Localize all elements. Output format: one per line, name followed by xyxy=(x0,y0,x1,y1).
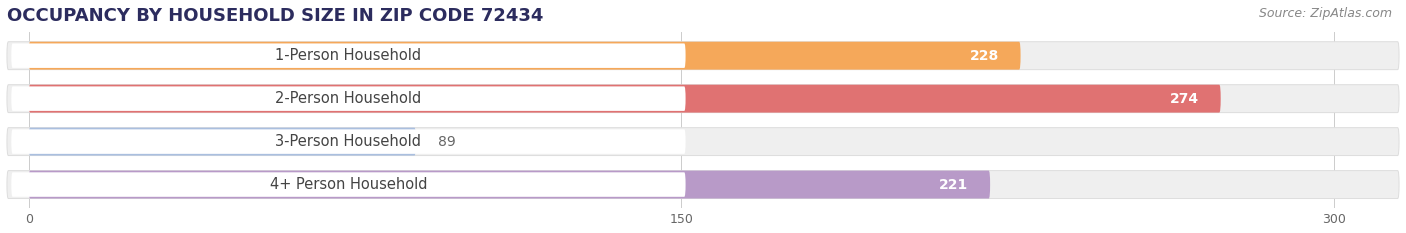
Text: 2-Person Household: 2-Person Household xyxy=(276,91,422,106)
FancyBboxPatch shape xyxy=(28,128,416,156)
FancyBboxPatch shape xyxy=(7,128,1399,156)
Text: 1-Person Household: 1-Person Household xyxy=(276,48,422,63)
FancyBboxPatch shape xyxy=(11,172,686,197)
FancyBboxPatch shape xyxy=(28,85,1220,113)
Text: 89: 89 xyxy=(437,135,456,149)
FancyBboxPatch shape xyxy=(7,171,1399,199)
FancyBboxPatch shape xyxy=(11,43,686,68)
FancyBboxPatch shape xyxy=(11,129,686,154)
Text: Source: ZipAtlas.com: Source: ZipAtlas.com xyxy=(1258,7,1392,20)
FancyBboxPatch shape xyxy=(28,171,990,199)
Text: 274: 274 xyxy=(1170,92,1199,106)
Text: 4+ Person Household: 4+ Person Household xyxy=(270,177,427,192)
FancyBboxPatch shape xyxy=(7,42,1399,70)
FancyBboxPatch shape xyxy=(11,86,686,111)
FancyBboxPatch shape xyxy=(28,42,1021,70)
Text: 3-Person Household: 3-Person Household xyxy=(276,134,422,149)
Text: 228: 228 xyxy=(970,49,998,63)
Text: 221: 221 xyxy=(939,178,969,192)
FancyBboxPatch shape xyxy=(7,85,1399,113)
Text: OCCUPANCY BY HOUSEHOLD SIZE IN ZIP CODE 72434: OCCUPANCY BY HOUSEHOLD SIZE IN ZIP CODE … xyxy=(7,7,543,25)
